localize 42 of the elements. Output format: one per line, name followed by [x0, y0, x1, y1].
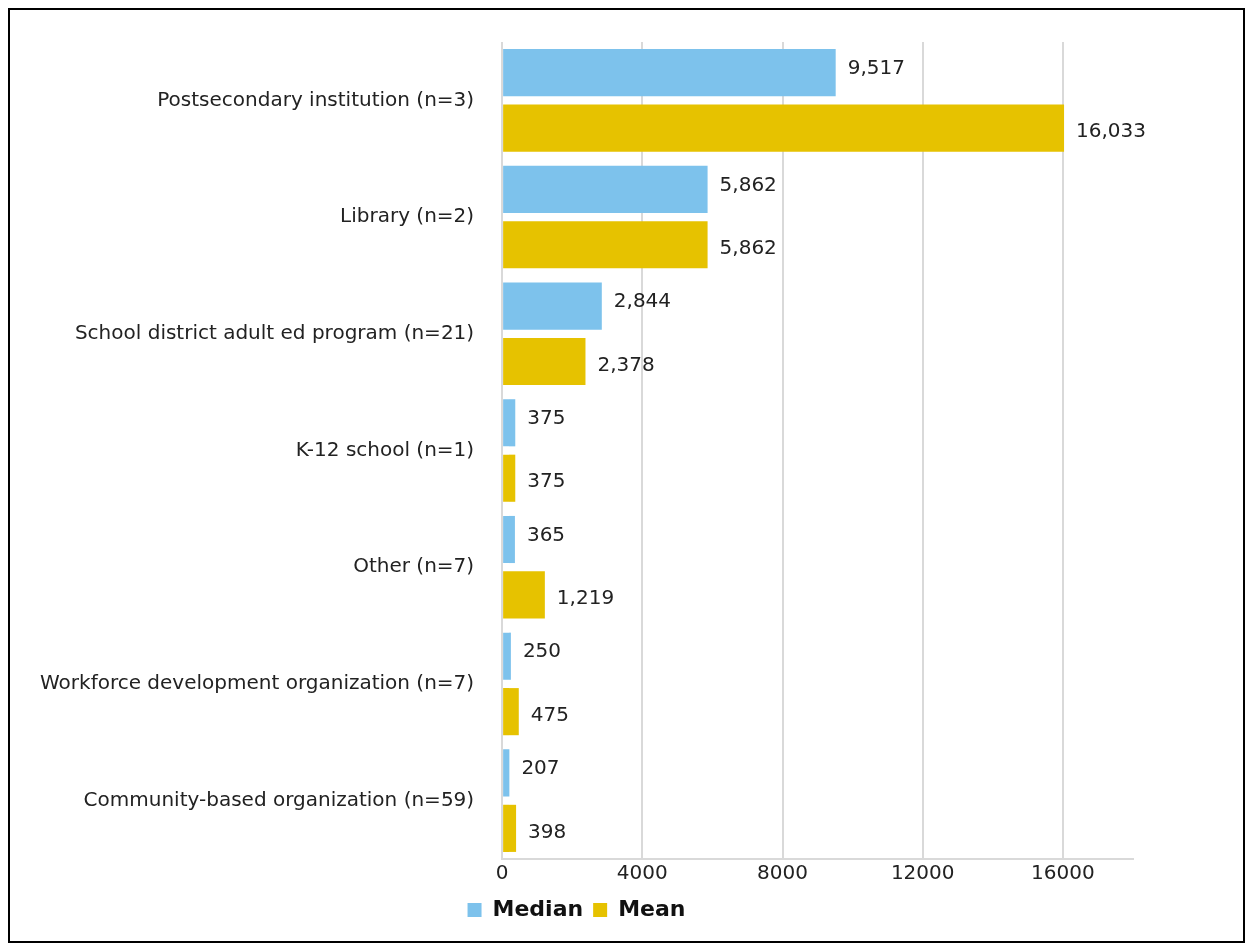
data-label: 16,033	[1076, 118, 1147, 143]
data-label: 250	[522, 638, 562, 663]
data-label: 2,378	[597, 351, 655, 376]
y-tick-label: K-12 school (n=1)	[295, 436, 475, 461]
bar	[503, 221, 708, 269]
x-tick-label: 8000	[757, 860, 808, 885]
y-tick-label: Postsecondary institution (n=3)	[157, 86, 475, 111]
bar	[503, 49, 836, 97]
data-label: 1,219	[556, 585, 615, 610]
x-tick-label: 4000	[616, 860, 668, 885]
data-label: 375	[527, 468, 566, 493]
bar	[503, 337, 586, 386]
y-tick-label: Library (n=2)	[340, 203, 475, 228]
data-label: 2,844	[613, 288, 672, 313]
x-tick-label: 0	[495, 860, 509, 885]
bar	[503, 632, 511, 680]
legend-label: Median	[492, 895, 584, 921]
legend-label: Mean	[618, 895, 686, 921]
data-label: 5,862	[719, 234, 777, 259]
data-label: 475	[530, 701, 569, 726]
y-tick-label: Community-based organization (n=59)	[83, 786, 475, 811]
bar	[503, 749, 510, 797]
bar	[503, 165, 708, 213]
y-tick-label: School district adult ed program (n=21)	[74, 319, 475, 344]
x-tick-label: 16000	[1031, 860, 1095, 885]
data-label: 375	[527, 404, 566, 429]
data-label: 9,517	[847, 54, 905, 79]
bar	[503, 515, 515, 564]
bar	[503, 104, 1065, 152]
bar	[503, 282, 602, 330]
bar	[503, 454, 516, 502]
y-tick-label: Other (n=7)	[353, 553, 475, 578]
bar	[503, 571, 545, 619]
data-label: 207	[521, 755, 560, 780]
data-label: 398	[528, 818, 567, 843]
y-tick-label: Workforce development organization (n=7)	[39, 670, 475, 695]
bar	[503, 688, 519, 736]
x-tick-label: 12000	[890, 860, 955, 885]
bar	[503, 804, 517, 852]
bar	[503, 399, 516, 447]
data-label: 365	[526, 521, 566, 546]
data-label: 5,862	[719, 171, 777, 196]
